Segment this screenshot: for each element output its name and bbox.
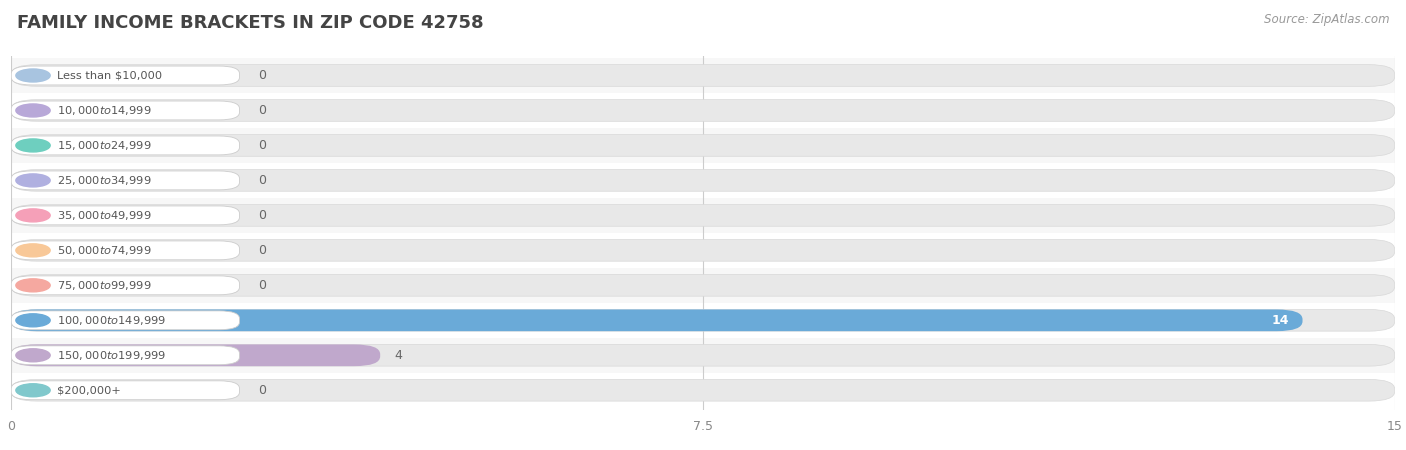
Text: FAMILY INCOME BRACKETS IN ZIP CODE 42758: FAMILY INCOME BRACKETS IN ZIP CODE 42758 (17, 14, 484, 32)
Text: 0: 0 (257, 69, 266, 82)
FancyBboxPatch shape (11, 310, 1302, 331)
FancyBboxPatch shape (11, 135, 1395, 156)
Text: 0: 0 (257, 174, 266, 187)
FancyBboxPatch shape (11, 101, 239, 120)
FancyBboxPatch shape (11, 198, 1395, 233)
FancyBboxPatch shape (11, 241, 239, 260)
FancyBboxPatch shape (11, 381, 239, 400)
Circle shape (15, 314, 51, 327)
FancyBboxPatch shape (11, 233, 1395, 268)
Circle shape (15, 139, 51, 152)
FancyBboxPatch shape (11, 274, 1395, 296)
Text: $100,000 to $149,999: $100,000 to $149,999 (56, 314, 166, 327)
FancyBboxPatch shape (11, 373, 1395, 408)
Text: $150,000 to $199,999: $150,000 to $199,999 (56, 349, 166, 362)
Circle shape (15, 279, 51, 292)
FancyBboxPatch shape (11, 344, 1395, 366)
FancyBboxPatch shape (11, 344, 380, 366)
Text: 4: 4 (394, 349, 402, 362)
FancyBboxPatch shape (11, 379, 1395, 401)
FancyBboxPatch shape (11, 206, 239, 225)
Text: Less than $10,000: Less than $10,000 (56, 71, 162, 81)
Text: $10,000 to $14,999: $10,000 to $14,999 (56, 104, 150, 117)
FancyBboxPatch shape (11, 303, 1395, 338)
FancyBboxPatch shape (11, 58, 1395, 93)
FancyBboxPatch shape (11, 93, 1395, 128)
FancyBboxPatch shape (11, 310, 1395, 331)
Text: $200,000+: $200,000+ (56, 385, 121, 395)
Circle shape (15, 69, 51, 82)
Text: 0: 0 (257, 279, 266, 292)
Text: 0: 0 (257, 139, 266, 152)
Text: $25,000 to $34,999: $25,000 to $34,999 (56, 174, 150, 187)
Circle shape (15, 384, 51, 397)
FancyBboxPatch shape (11, 268, 1395, 303)
Text: $35,000 to $49,999: $35,000 to $49,999 (56, 209, 150, 222)
FancyBboxPatch shape (11, 128, 1395, 163)
FancyBboxPatch shape (11, 239, 1395, 261)
FancyBboxPatch shape (11, 99, 1395, 122)
FancyBboxPatch shape (11, 136, 239, 155)
Text: 0: 0 (257, 384, 266, 397)
Text: $15,000 to $24,999: $15,000 to $24,999 (56, 139, 150, 152)
FancyBboxPatch shape (11, 66, 239, 85)
FancyBboxPatch shape (11, 65, 1395, 86)
Text: 0: 0 (257, 244, 266, 257)
Text: $50,000 to $74,999: $50,000 to $74,999 (56, 244, 150, 257)
FancyBboxPatch shape (11, 163, 1395, 198)
FancyBboxPatch shape (11, 346, 239, 365)
Circle shape (15, 244, 51, 257)
FancyBboxPatch shape (11, 170, 1395, 191)
FancyBboxPatch shape (11, 205, 1395, 226)
Text: $75,000 to $99,999: $75,000 to $99,999 (56, 279, 150, 292)
Text: Source: ZipAtlas.com: Source: ZipAtlas.com (1264, 14, 1389, 27)
Circle shape (15, 104, 51, 117)
Circle shape (15, 174, 51, 187)
Circle shape (15, 349, 51, 362)
FancyBboxPatch shape (11, 338, 1395, 373)
FancyBboxPatch shape (11, 311, 239, 330)
Circle shape (15, 209, 51, 222)
FancyBboxPatch shape (11, 276, 239, 295)
Text: 0: 0 (257, 209, 266, 222)
FancyBboxPatch shape (11, 171, 239, 190)
Text: 0: 0 (257, 104, 266, 117)
Text: 14: 14 (1271, 314, 1289, 327)
